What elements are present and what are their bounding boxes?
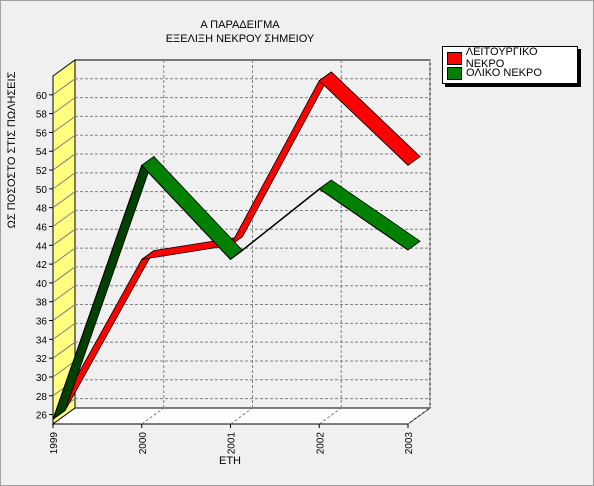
x-tick-label: 2002	[315, 432, 326, 455]
gridline-side	[52, 304, 76, 321]
gridline-side	[52, 191, 76, 209]
gridline-side	[52, 116, 76, 133]
y-axis-label: ΩΣ ΠΟΣΟΣΤΟ ΣΤΙΣ ΠΩΛΗΣΕΙΣ	[6, 71, 18, 229]
gridline-side	[52, 228, 76, 246]
y-tick-label: 56	[36, 128, 48, 139]
y-tick-label: 48	[36, 204, 48, 215]
y-tick-label: 30	[36, 373, 48, 384]
x-tick-label: 2003	[404, 432, 415, 455]
gridline-side	[52, 322, 76, 340]
y-tick-label: 58	[36, 110, 48, 121]
y-tick-label: 44	[36, 241, 48, 252]
gridline-floor	[230, 407, 253, 425]
gridline-side	[52, 153, 76, 171]
y-tick-label: 54	[36, 147, 48, 158]
gridline-floor	[407, 407, 431, 425]
gridline-side	[52, 210, 76, 227]
x-axis-label: ΕΤΗ	[219, 455, 241, 467]
gridline-floor	[318, 407, 342, 425]
x-tick-label: 1999	[49, 432, 60, 455]
chart-title: Α ΠΑΡΑΔΕΙΓΜΑ	[200, 19, 280, 31]
legend-swatch-green	[447, 66, 462, 80]
y-tick-label: 32	[36, 354, 48, 365]
legend-label: ΟΛΙΚΟ ΝΕΚΡΟ	[466, 67, 542, 79]
x-tick-label: 2000	[138, 432, 149, 455]
gridline-side	[52, 285, 76, 303]
y-tick-label: 34	[36, 335, 48, 346]
gridline-side	[52, 360, 76, 378]
y-tick-label: 60	[36, 91, 48, 102]
legend-item-series-1: ΛΕΙΤΟΥΡΓΙΚΟ ΝΕΚΡΟ	[447, 46, 577, 70]
y-tick-label: 42	[36, 260, 48, 271]
gridline-side	[52, 247, 76, 265]
gridline-floor	[141, 407, 165, 425]
chart-subtitle: ΕΞΕΛΙΞΗ ΝΕΚΡΟΥ ΣΗΜΕΙΟΥ	[165, 33, 315, 45]
y-tick-label: 52	[36, 166, 48, 177]
gridline-side	[52, 172, 76, 190]
gridline-side	[52, 97, 76, 115]
y-tick-label: 40	[36, 279, 48, 290]
floor	[51, 407, 432, 425]
y-tick-label: 36	[36, 317, 48, 328]
y-tick-label: 26	[36, 411, 48, 422]
series-segment	[318, 71, 421, 166]
series-1	[52, 71, 421, 420]
y-tick-label: 28	[36, 392, 48, 403]
gridline-side	[52, 266, 76, 284]
legend-item-series-2: ΟΛΙΚΟ ΝΕΚΡΟ	[447, 66, 542, 80]
y-tick-label: 38	[36, 298, 48, 309]
gridline-side	[52, 341, 76, 359]
y-tick-label: 46	[36, 222, 48, 233]
legend-label: ΛΕΙΤΟΥΡΓΙΚΟ ΝΕΚΡΟ	[465, 46, 538, 70]
legend: ΛΕΙΤΟΥΡΓΙΚΟ ΝΕΚΡΟ ΟΛΙΚΟ ΝΕΚΡΟ	[442, 46, 578, 84]
gridline-side	[52, 134, 76, 152]
legend-swatch-red	[447, 51, 462, 65]
gridline-side	[52, 78, 76, 96]
y-tick-label: 50	[36, 185, 48, 196]
series-2-trace	[52, 164, 409, 420]
x-tick-label: 2001	[227, 432, 238, 455]
